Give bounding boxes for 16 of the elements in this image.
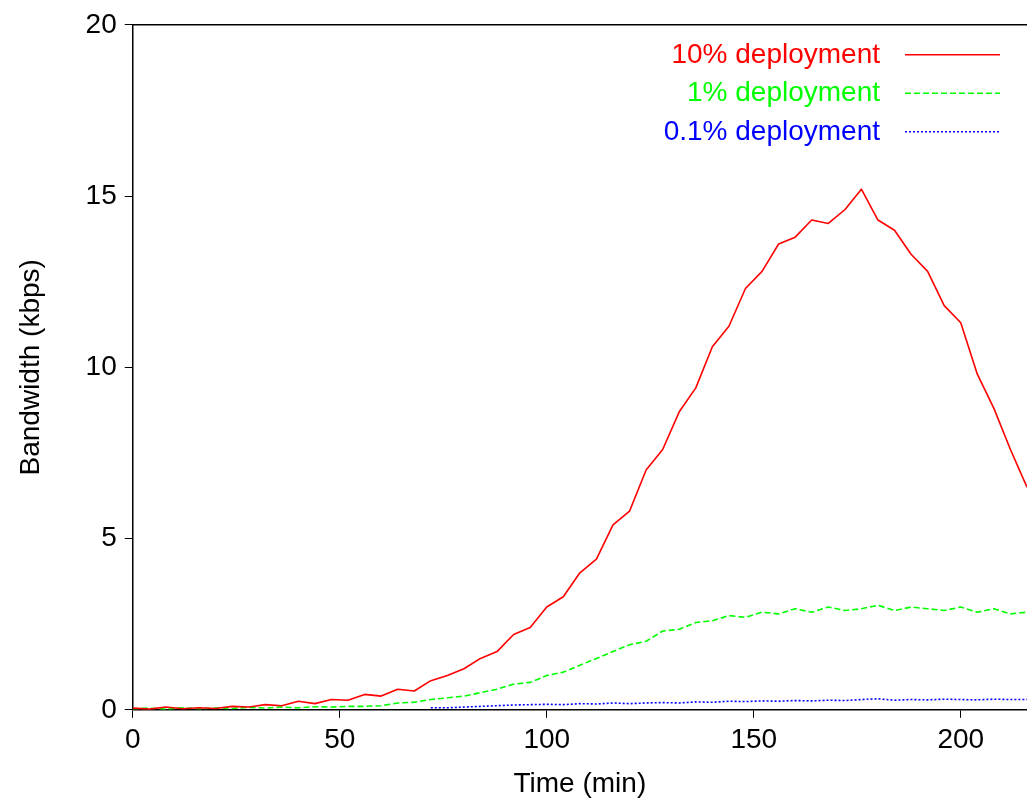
- x-axis-title: Time (min): [513, 766, 647, 798]
- y-tick-label: 20: [85, 7, 117, 39]
- y-tick-label: 5: [101, 521, 117, 553]
- x-tick-label: 0: [124, 723, 141, 755]
- x-tick-label: 200: [937, 723, 985, 755]
- line-series: [430, 698, 1027, 709]
- x-tick-label: 150: [730, 723, 778, 755]
- y-tick-label: 0: [101, 692, 117, 724]
- legend-label: 10% deployment: [671, 37, 881, 69]
- x-tick-label: 100: [523, 723, 571, 755]
- x-tick-label: 50: [324, 723, 356, 755]
- y-axis-title: Bandwidth (kbps): [13, 259, 45, 476]
- y-tick-label: 15: [85, 178, 117, 210]
- y-tick-label: 10: [85, 350, 117, 382]
- legend-label: 0.1% deployment: [663, 114, 881, 146]
- legend-label: 1% deployment: [686, 76, 881, 108]
